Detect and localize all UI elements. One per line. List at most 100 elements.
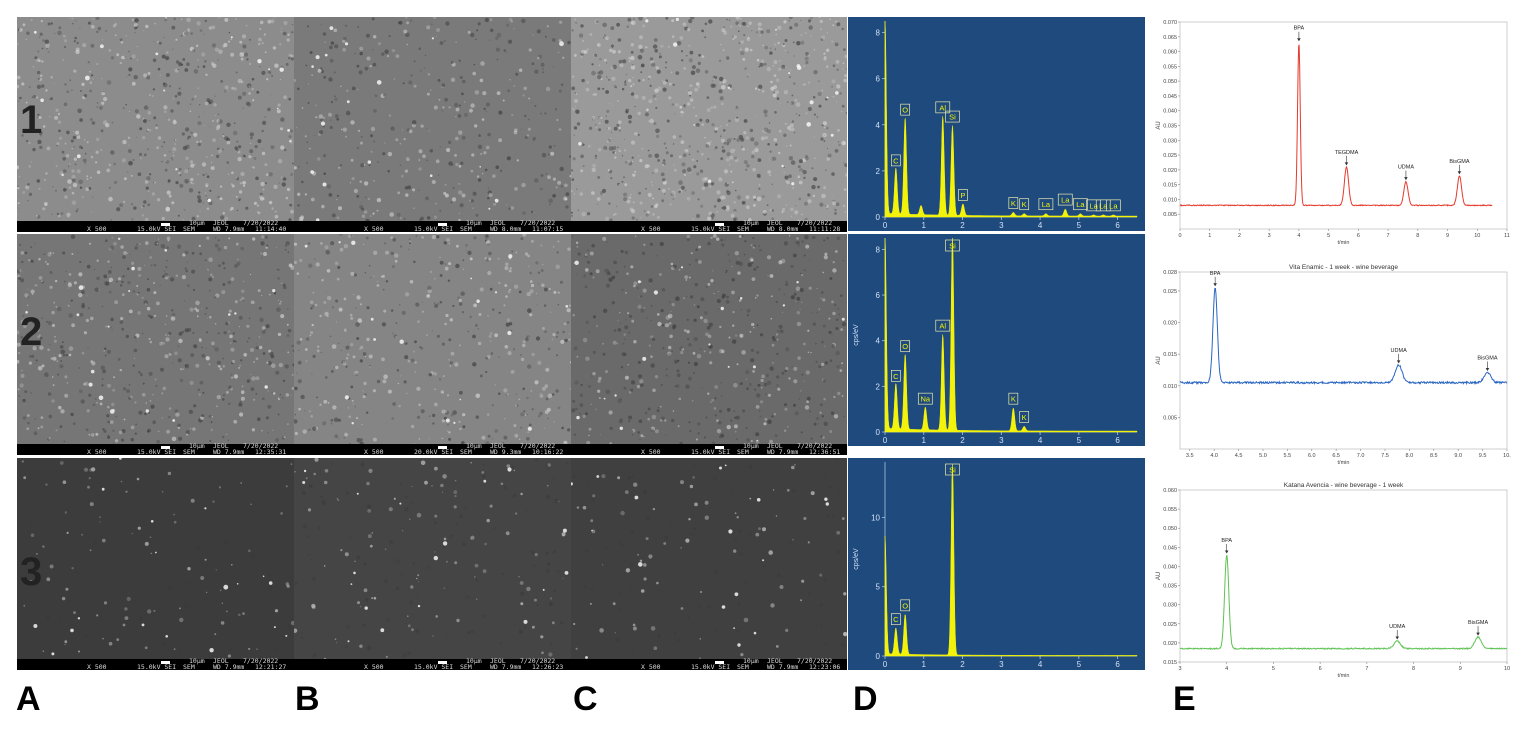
y-tick-label: 0.015 <box>1163 660 1177 666</box>
element-label: O <box>902 106 908 115</box>
sem-info-bar: X 500 15.0kV SEI SEM WD 7.9mm 12:23:06 10µm JE… <box>571 657 847 670</box>
sem-working-distance: WD 7.9mm <box>213 225 245 232</box>
sem-time: 12:23:06 <box>809 663 841 670</box>
chromatogram-trace <box>1179 287 1508 386</box>
x-tick-label: 11 <box>1504 233 1510 239</box>
peak-label: BPA <box>1210 271 1221 277</box>
sem-time: 11:14:40 <box>255 225 287 232</box>
sem-texture <box>17 234 294 444</box>
y-tick-label: 4 <box>876 121 881 130</box>
x-tick-label: 10. <box>1503 453 1511 459</box>
y-tick-label: 0.030 <box>1163 138 1177 144</box>
sem-magnification: X 500 <box>364 448 384 455</box>
peak-arrow-head <box>1213 283 1217 287</box>
element-label-box <box>935 319 951 332</box>
sem-date: 7/20/2022 <box>797 442 833 450</box>
element-label: C <box>893 372 899 381</box>
y-tick-label: 0 <box>876 652 881 661</box>
sem-working-distance: WD 7.9mm <box>213 448 245 455</box>
chart-title: Katana Avencia - wine beverage - 1 week <box>1284 482 1404 489</box>
x-tick-label: 10 <box>1504 666 1510 672</box>
y-tick-label: 0.025 <box>1163 153 1177 159</box>
sem-voltage: 15.0kV SEI <box>137 663 177 670</box>
sem-scale-label: 10µm <box>189 657 205 665</box>
sem-mode: SEM <box>737 225 749 232</box>
sem-working-distance: WD 7.9mm <box>767 663 799 670</box>
sem-scale-label: 10µm <box>466 442 482 450</box>
sem-scale-label: 10µm <box>466 657 482 665</box>
sem-time: 11:07:15 <box>532 225 564 232</box>
sem-scale-label: 10µm <box>743 219 759 227</box>
sem-info-bar: X 500 15.0kV SEI SEM WD 7.9mm 12:36:51 10µm JE… <box>571 442 847 455</box>
sem-mode: SEM <box>183 225 195 232</box>
peak-label: UDMA <box>1389 624 1406 630</box>
sem-info-bar: X 500 15.0kV SEI SEM WD 8.0mm 11:11:28 10µm JE… <box>571 219 847 232</box>
sem-info-bar: X 500 15.0kV SEI SEM WD 7.9mm 12:26:23 10µm JE… <box>294 657 571 670</box>
chart-title: Vita Enamic - 1 week - wine beverage <box>1289 264 1398 271</box>
sem-brand: JEOL <box>767 657 783 665</box>
sem-micrograph: X 500 15.0kV SEI SEM WD 7.9mm 12:23:06 10µm JE… <box>571 458 847 670</box>
x-tick-label: 9.0 <box>1454 453 1462 459</box>
x-tick-label: 7 <box>1387 233 1390 239</box>
sem-info-bar: X 500 15.0kV SEI SEM WD 7.9mm 12:21:27 10µm JE… <box>17 657 294 670</box>
col-label-a: A <box>16 680 41 718</box>
element-label-box <box>1008 197 1019 209</box>
sem-micrograph: X 500 15.0kV SEI SEM WD 7.9mm 12:21:27 10µm JE… <box>17 458 294 670</box>
sem-info-bar: X 500 15.0kV SEI SEM WD 7.9mm 11:14:40 10µm JE… <box>17 219 294 232</box>
element-label-box <box>1038 198 1054 211</box>
y-axis-label: AU <box>1156 121 1162 129</box>
sem-magnification: X 500 <box>364 663 384 670</box>
sem-time: 12:26:23 <box>532 663 564 670</box>
sem-scale-bar <box>438 446 447 449</box>
sem-working-distance: WD 7.9mm <box>767 448 799 455</box>
sem-micrograph: X 500 15.0kV SEI SEM WD 7.9mm 12:26:23 10µm JE… <box>294 458 571 670</box>
col-label-d: D <box>853 680 878 718</box>
x-tick-label: 1 <box>922 221 927 230</box>
row-label-1: 1 <box>20 98 43 142</box>
sem-working-distance: WD 8.0mm <box>490 225 522 232</box>
sem-brand: JEOL <box>490 442 506 450</box>
hplc-chromatogram-3: Katana Avencia - wine beverage - 1 week 0… <box>1156 482 1510 678</box>
sem-date: 7/20/2022 <box>520 219 556 227</box>
element-label-box <box>891 154 901 167</box>
x-axis-label: t/min <box>1338 460 1350 465</box>
element-label: K <box>1011 395 1016 404</box>
sem-magnification: X 500 <box>641 448 661 455</box>
y-tick-label: 0.020 <box>1163 168 1177 174</box>
x-tick-label: 4 <box>1297 233 1300 239</box>
peak-arrow-head <box>1224 550 1229 554</box>
sem-texture <box>17 17 294 221</box>
eds-spectrum-line <box>884 237 1138 433</box>
sem-date: 7/20/2022 <box>797 657 833 665</box>
col-label-c: C <box>573 680 598 718</box>
element-label: K <box>1022 413 1027 422</box>
sem-micrograph: X 500 15.0kV SEI SEM WD 7.9mm 12:36:51 10µm JE… <box>571 234 847 455</box>
peak-arrow-head <box>1457 171 1462 175</box>
y-tick-label: 0.045 <box>1163 545 1177 551</box>
x-tick-label: 0 <box>883 221 888 230</box>
element-label: Na <box>921 395 931 404</box>
hplc-chromatogram-1: 0.005 0.010 0.015 0.020 0.025 0.030 0.035 0.040… <box>1156 20 1510 245</box>
sem-scale-label: 10µm <box>466 219 482 227</box>
x-tick-label: 1 <box>1208 233 1211 239</box>
element-label: La <box>1076 200 1085 209</box>
x-tick-label: 0 <box>1178 233 1181 239</box>
peak-label: BPA <box>1221 538 1232 544</box>
x-tick-label: 5 <box>1077 660 1082 669</box>
x-tick-label: 5 <box>1272 666 1275 672</box>
element-label: O <box>902 342 908 351</box>
row-label-2: 2 <box>20 310 43 354</box>
sem-micrograph: X 500 20.0kV SEI SEM WD 9.3mm 10:16:22 10µm JE… <box>294 234 571 455</box>
sem-brand: JEOL <box>490 657 506 665</box>
x-tick-label: 5.5 <box>1284 453 1292 459</box>
y-tick-label: 6 <box>876 75 881 84</box>
element-label: C <box>893 156 899 165</box>
y-tick-label: 0.040 <box>1163 109 1177 115</box>
x-tick-label: 9 <box>1459 666 1462 672</box>
sem-date: 7/20/2022 <box>520 442 556 450</box>
eds-background <box>848 234 1145 446</box>
peak-arrow-head <box>1396 360 1401 364</box>
x-tick-label: 6.0 <box>1308 453 1316 459</box>
x-tick-label: 6.5 <box>1332 453 1340 459</box>
peak-label: UDMA <box>1391 348 1408 354</box>
